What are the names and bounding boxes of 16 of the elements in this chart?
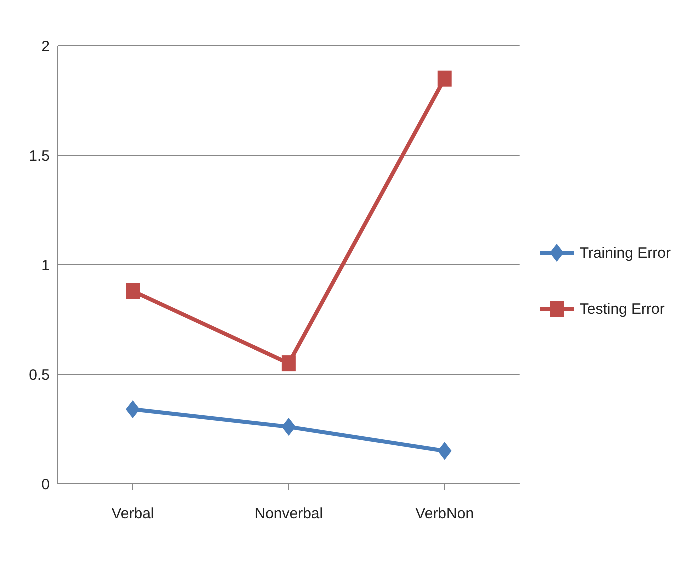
point (438, 70, 452, 87)
point (126, 283, 140, 300)
x-tick-label: Nonverbal (254, 506, 324, 523)
point (438, 442, 452, 460)
y-tick-label: 1.5 (29, 148, 50, 165)
y-tick-label: 2 (42, 38, 50, 56)
x-tick-label: Verbal (112, 506, 154, 523)
y-tick-label: 1 (42, 257, 50, 274)
point (282, 356, 296, 372)
y-tick-label: 0 (42, 476, 50, 494)
y-tick-label: 0.5 (29, 366, 50, 384)
legend-label: Testing Error (580, 300, 665, 318)
point (126, 400, 140, 419)
x-tick-label: VerbNon (416, 506, 474, 523)
legend-label: Training Error (580, 244, 671, 262)
point (282, 418, 296, 436)
